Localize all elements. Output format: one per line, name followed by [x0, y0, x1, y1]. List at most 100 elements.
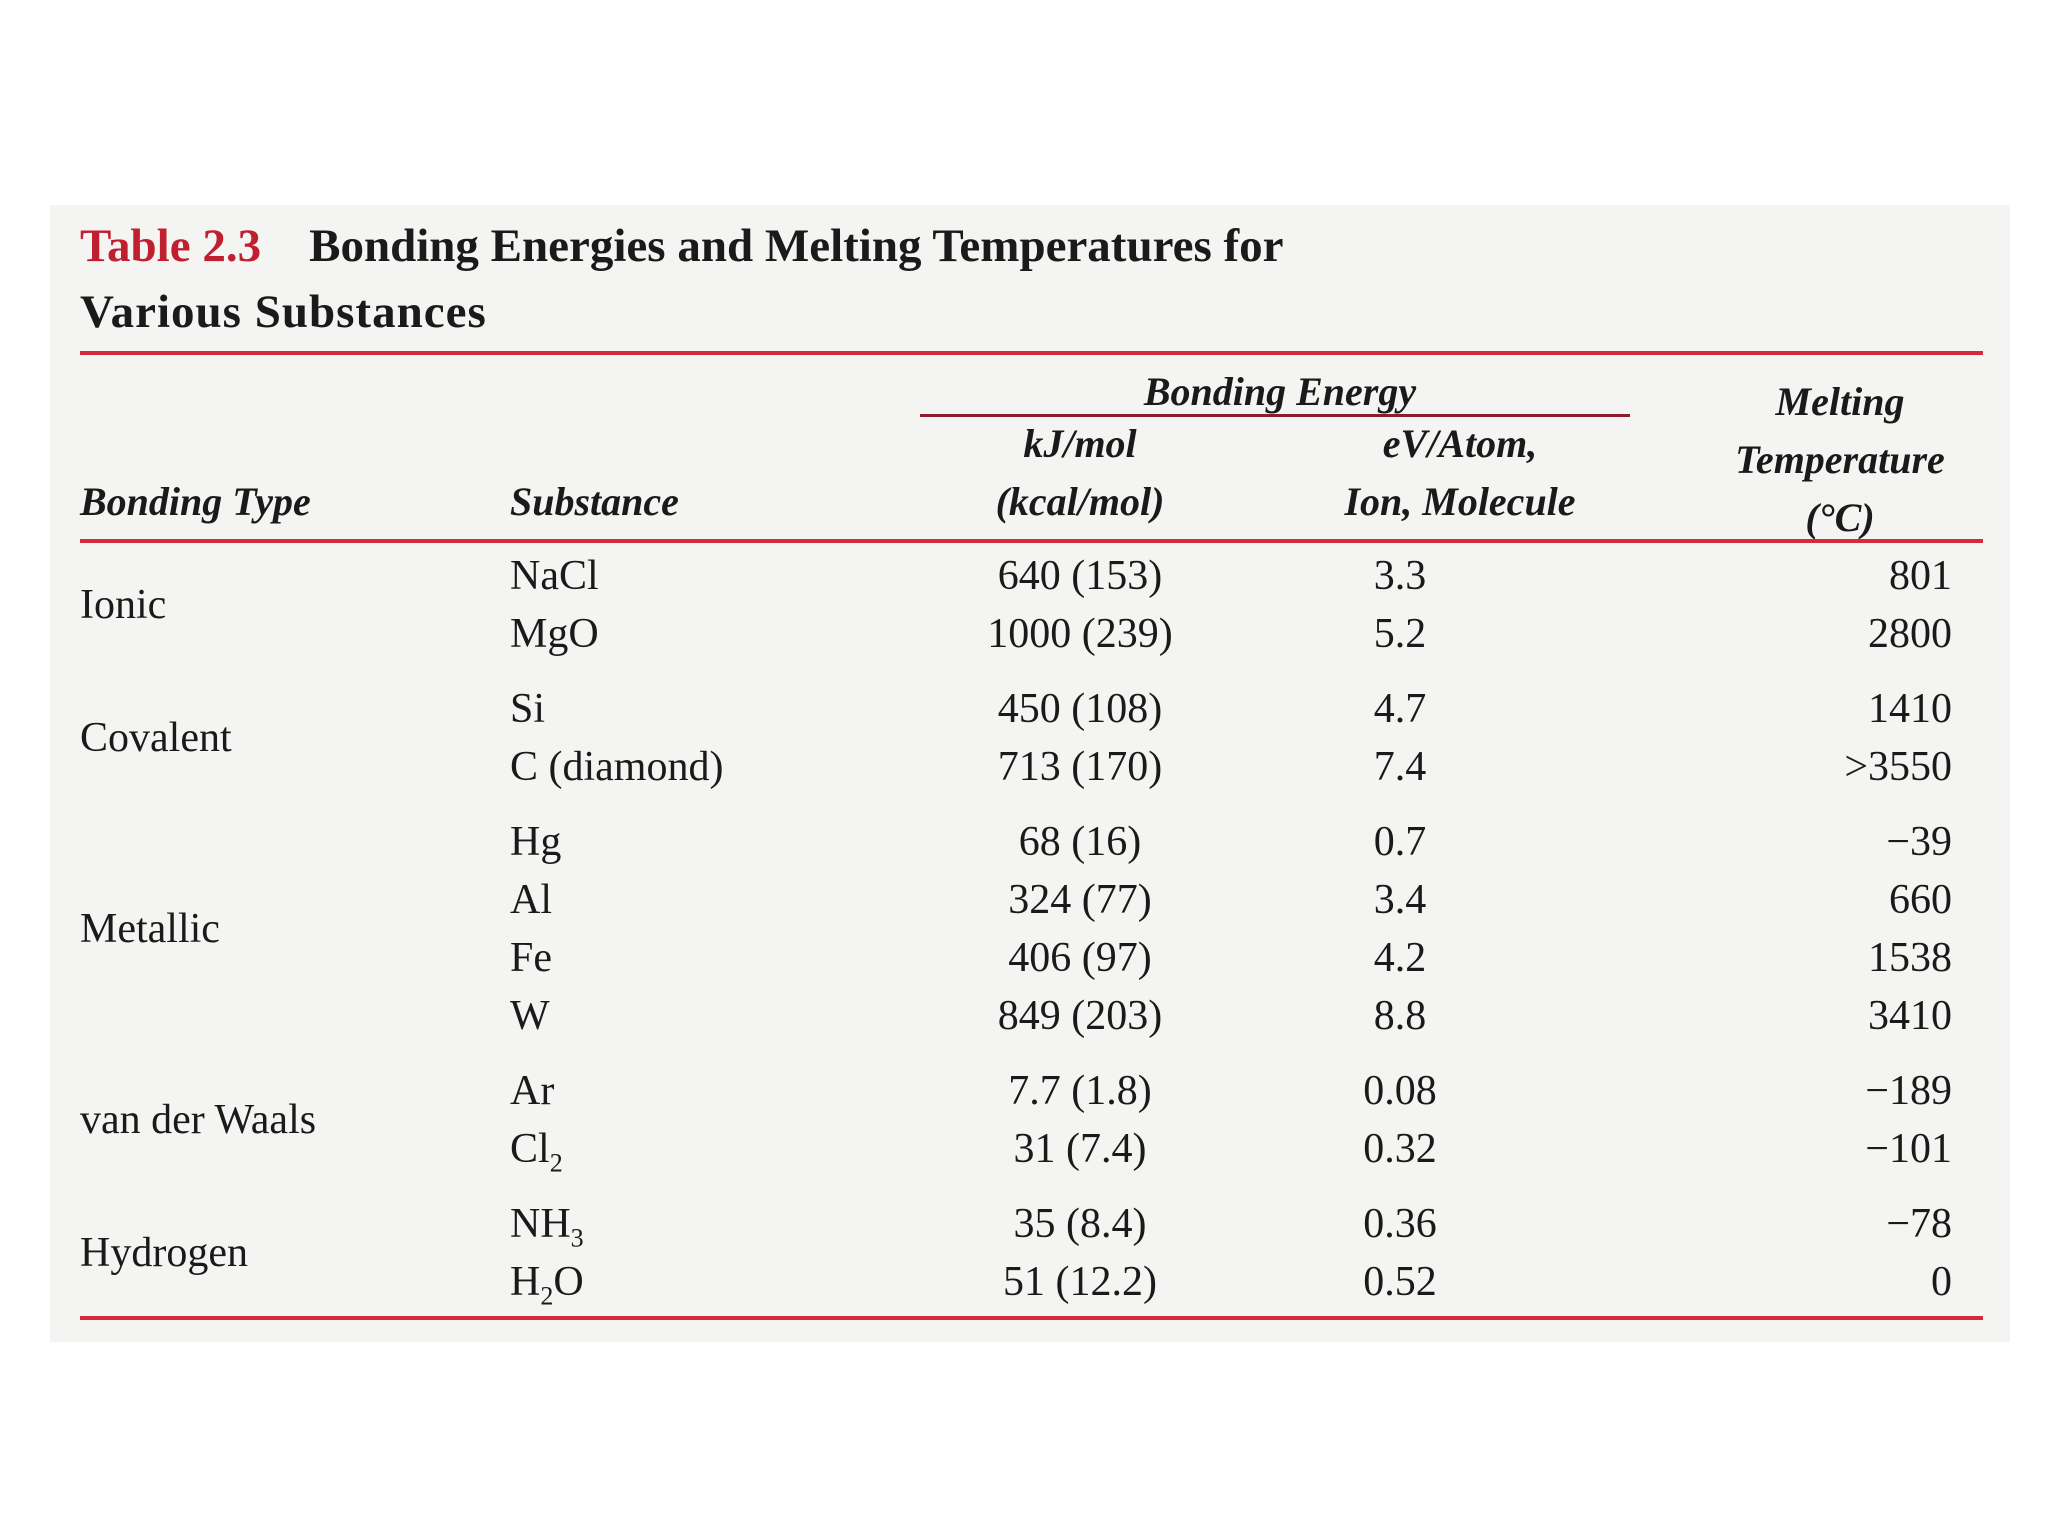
header-bonding-energy: Bonding Energy: [1143, 369, 1417, 414]
table-number: Table 2.3: [80, 220, 262, 272]
substance-formula: Fe: [510, 935, 552, 981]
bonding-type-label: Hydrogen: [80, 1230, 248, 1276]
ev-per-atom-cell: 0.7: [1373, 819, 1427, 865]
ev-per-atom-cell: 0.32: [1363, 1126, 1437, 1172]
ev-per-atom-cell: 0.08: [1363, 1068, 1437, 1114]
substance-cell: W: [510, 987, 550, 1045]
kj-per-mol-cell: 51 (12.2): [1003, 1259, 1157, 1305]
substance-subscript: 2: [540, 1281, 554, 1311]
table-title-line1: Bonding Energies and Melting Temperature…: [309, 220, 1284, 272]
substance-formula: C (diamond): [510, 744, 724, 790]
melting-temperature-cell: −189: [1865, 1068, 1952, 1114]
kj-per-mol-cell: 1000 (239): [987, 611, 1173, 657]
substance-cell: NH3: [510, 1195, 584, 1253]
header-kj-per-mol: kJ/mol (kcal/mol): [920, 415, 1240, 531]
substance-cell: Fe: [510, 929, 552, 987]
header-kj-line1: kJ/mol: [1023, 421, 1137, 466]
kj-per-mol-cell: 31 (7.4): [1013, 1126, 1147, 1172]
substance-cell: Cl2: [510, 1120, 563, 1178]
ev-per-atom-cell: 3.4: [1373, 877, 1427, 923]
header-ev-line1: eV/Atom,: [1382, 421, 1538, 466]
table-panel: Table 2.3 Bonding Energies and Melting Te…: [50, 205, 2010, 1342]
ev-per-atom-cell: 5.2: [1373, 611, 1427, 657]
table-row: Hg 68 (16) 0.7 −39: [50, 813, 2010, 871]
substance-cell: Ar: [510, 1062, 554, 1120]
bottom-rule: [80, 1316, 1983, 1320]
melting-temperature-cell: 2800: [1868, 611, 1952, 657]
substance-cell: MgO: [510, 605, 599, 663]
table-row: Si 450 (108) 4.7 1410: [50, 680, 2010, 738]
bonding-type-label: van der Waals: [80, 1097, 317, 1143]
substance-formula: Cl: [510, 1126, 550, 1172]
ev-per-atom-cell: 8.8: [1373, 993, 1427, 1039]
table-title-line2: Various Substances: [80, 286, 487, 338]
table-row: NaCl 640 (153) 3.3 801: [50, 547, 2010, 605]
table-row: Ar 7.7 (1.8) 0.08 −189: [50, 1062, 2010, 1120]
ev-per-atom-cell: 4.7: [1373, 686, 1427, 732]
melting-temperature-cell: −78: [1886, 1201, 1952, 1247]
table-row: Al 324 (77) 3.4 660: [50, 871, 2010, 929]
kj-per-mol-cell: 324 (77): [1008, 877, 1152, 923]
substance-cell: Al: [510, 871, 552, 929]
substance-cell: C (diamond): [510, 738, 723, 796]
header-melting-temperature: Melting Temperature (°C): [1680, 373, 2000, 547]
substance-formula: H: [510, 1259, 541, 1305]
header-melt-line1: Melting: [1775, 379, 1905, 424]
substance-formula: W: [510, 993, 550, 1039]
ev-per-atom-cell: 0.52: [1363, 1259, 1437, 1305]
substance-cell: Si: [510, 680, 545, 738]
ev-per-atom-cell: 4.2: [1373, 935, 1427, 981]
substance-formula: NaCl: [510, 553, 599, 599]
table-row: H2O 51 (12.2) 0.52 0: [50, 1253, 2010, 1311]
substance-formula: Si: [510, 686, 546, 732]
header-melt-line2: Temperature: [1735, 437, 1945, 482]
bonding-type-label: Ionic: [80, 582, 167, 628]
substance-cell: NaCl: [510, 547, 599, 605]
melting-temperature-cell: 3410: [1868, 993, 1952, 1039]
substance-subscript: 2: [549, 1148, 563, 1178]
substance-cell: H2O: [510, 1253, 584, 1311]
substance-suffix: O: [553, 1259, 584, 1305]
melting-temperature-cell: >3550: [1844, 744, 1952, 790]
melting-temperature-cell: −39: [1886, 819, 1952, 865]
kj-per-mol-cell: 450 (108): [997, 686, 1163, 732]
kj-per-mol-cell: 35 (8.4): [1013, 1201, 1147, 1247]
substance-formula: Ar: [510, 1068, 555, 1114]
substance-subscript: 3: [570, 1223, 584, 1253]
kj-per-mol-cell: 713 (170): [997, 744, 1163, 790]
table-row: Fe 406 (97) 4.2 1538: [50, 929, 2010, 987]
kj-per-mol-cell: 406 (97): [1008, 935, 1152, 981]
header-kj-line2: (kcal/mol): [995, 479, 1165, 524]
header-melt-line3: (°C): [1805, 495, 1875, 540]
header-ev-per-atom: eV/Atom, Ion, Molecule: [1260, 415, 1660, 531]
bonding-type-label: Metallic: [80, 906, 220, 952]
melting-temperature-cell: 801: [1889, 553, 1952, 599]
bonding-energy-rule: [920, 414, 1630, 417]
table-row: C (diamond) 713 (170) 7.4 >3550: [50, 738, 2010, 796]
header-bonding-type: Bonding Type: [80, 479, 311, 524]
table-row: W 849 (203) 8.8 3410: [50, 987, 2010, 1045]
top-rule: [80, 351, 1983, 355]
melting-temperature-cell: 1410: [1868, 686, 1952, 732]
substance-formula: NH: [510, 1201, 571, 1247]
kj-per-mol-cell: 640 (153): [997, 553, 1163, 599]
header-rule: [80, 539, 1983, 543]
header-substance: Substance: [510, 479, 679, 524]
melting-temperature-cell: −101: [1865, 1126, 1952, 1172]
ev-per-atom-cell: 7.4: [1373, 744, 1427, 790]
substance-formula: MgO: [510, 611, 599, 657]
ev-per-atom-cell: 3.3: [1373, 553, 1427, 599]
substance-formula: Hg: [510, 819, 562, 865]
ev-per-atom-cell: 0.36: [1363, 1201, 1437, 1247]
melting-temperature-cell: 1538: [1868, 935, 1952, 981]
melting-temperature-cell: 0: [1931, 1259, 1952, 1305]
table-row: NH3 35 (8.4) 0.36 −78: [50, 1195, 2010, 1253]
kj-per-mol-cell: 849 (203): [997, 993, 1163, 1039]
table-row: MgO 1000 (239) 5.2 2800: [50, 605, 2010, 663]
header-ev-line2: Ion, Molecule: [1344, 479, 1576, 524]
substance-formula: Al: [510, 877, 552, 923]
substance-cell: Hg: [510, 813, 561, 871]
kj-per-mol-cell: 68 (16): [1018, 819, 1142, 865]
kj-per-mol-cell: 7.7 (1.8): [1008, 1068, 1152, 1114]
table-caption: Table 2.3 Bonding Energies and Melting Te…: [80, 213, 1960, 345]
